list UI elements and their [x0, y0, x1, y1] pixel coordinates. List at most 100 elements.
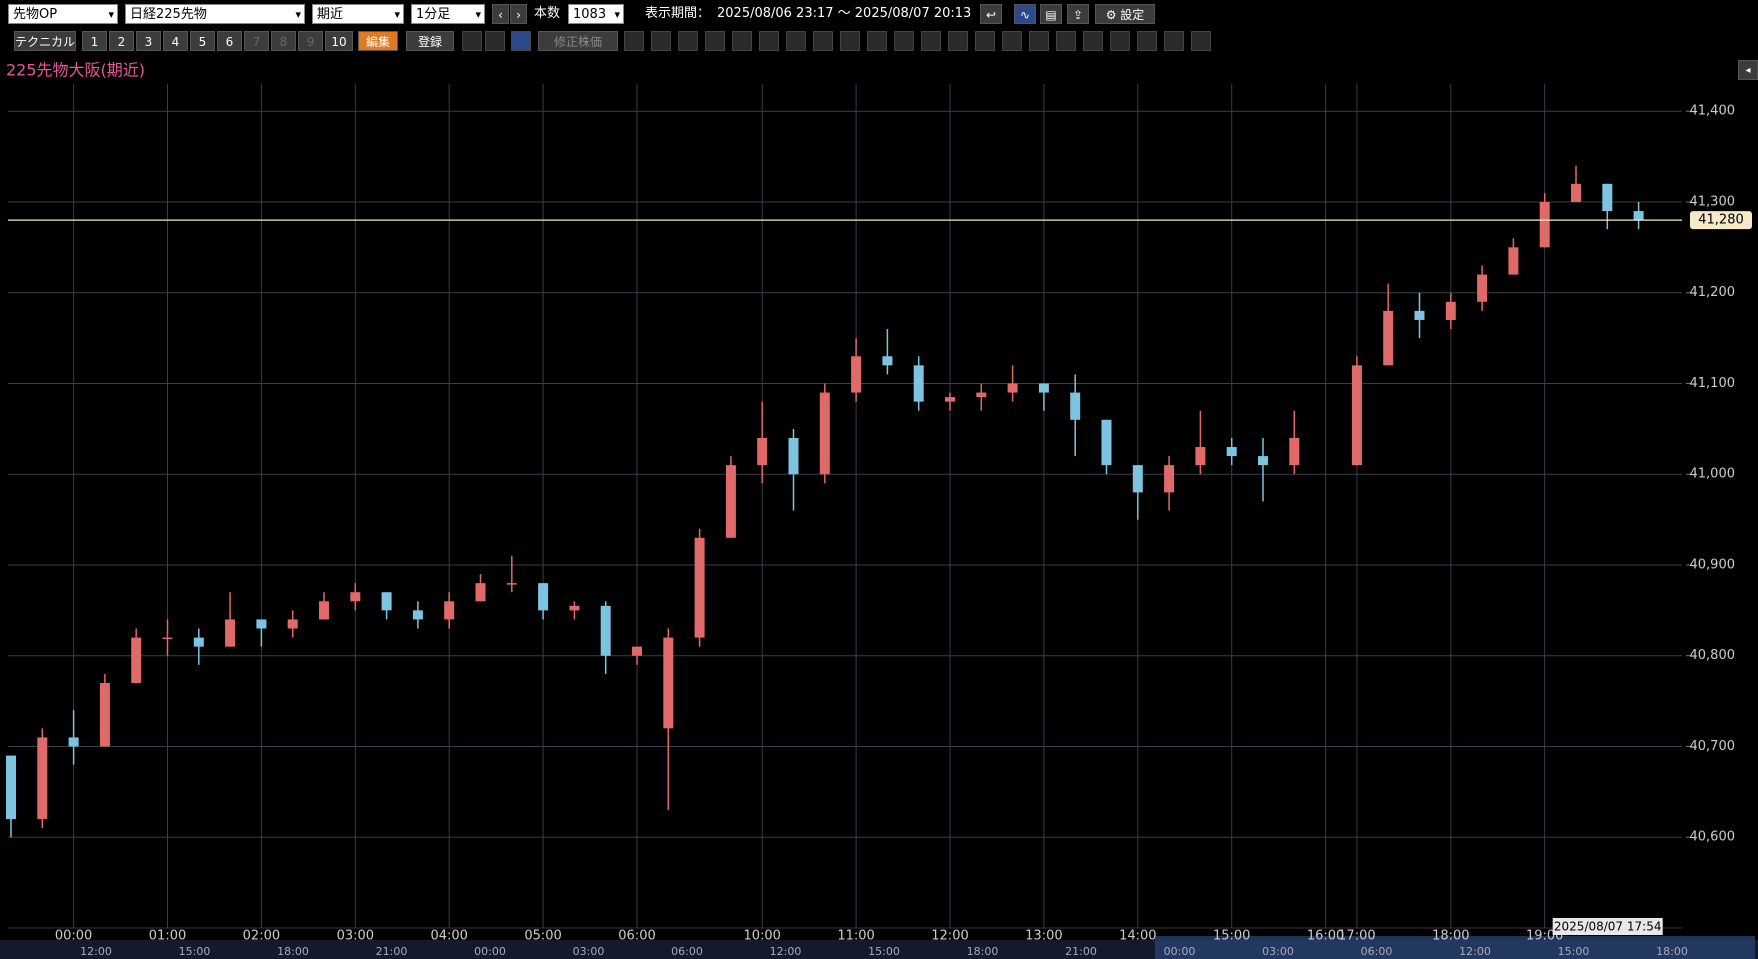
draw-tool[interactable] — [1056, 31, 1076, 51]
x-tick-label: 05:00 — [524, 929, 561, 944]
period: 2025/08/06 23:17 ～ 2025/08/07 20:13 — [717, 6, 972, 21]
candle-body — [1164, 465, 1175, 493]
preset-button[interactable]: 7 — [244, 31, 269, 51]
draw-tool[interactable] — [1029, 31, 1049, 51]
preset-button[interactable]: 1 — [82, 31, 107, 51]
bars-label: 本数 — [534, 6, 561, 21]
draw-tool[interactable] — [678, 31, 698, 51]
draw-tool[interactable] — [975, 31, 995, 51]
print-button[interactable]: ▤ — [1040, 4, 1062, 24]
draw-tool[interactable] — [1164, 31, 1184, 51]
navigator-label: 15:00 — [868, 945, 900, 958]
draw-tool[interactable] — [732, 31, 752, 51]
candle-body — [193, 637, 204, 647]
draw-tool[interactable] — [921, 31, 941, 51]
candle-body — [1226, 447, 1237, 457]
candle-body — [1477, 274, 1488, 302]
chart-mode-button[interactable]: ∿ — [1014, 4, 1036, 24]
candle-body — [350, 592, 361, 602]
candle-body — [99, 682, 110, 747]
candle-body — [725, 465, 736, 538]
last-price-label: 41,280 — [1698, 213, 1744, 228]
product-select[interactable]: 日経225先物 — [125, 4, 305, 25]
navigator-window[interactable] — [1155, 936, 1755, 959]
crosshair[interactable] — [511, 31, 531, 51]
zoom-out[interactable] — [485, 31, 505, 51]
preset-button[interactable]: 3 — [136, 31, 161, 51]
y-tick-label: 40,700 — [1690, 739, 1736, 754]
y-tick-label: 41,100 — [1690, 376, 1736, 391]
draw-tool[interactable] — [1083, 31, 1103, 51]
candle-body — [600, 605, 611, 656]
x-tick-label: 15:00 — [1213, 929, 1250, 944]
navigator-label: 06:00 — [1361, 945, 1393, 958]
undo-button[interactable]: ↩ — [980, 4, 1002, 24]
x-tick-label: 16:00 — [1307, 929, 1344, 944]
bars-input[interactable]: 1083 — [568, 4, 624, 25]
navigator-label: 15:00 — [1558, 945, 1590, 958]
navigator-label: 00:00 — [474, 945, 506, 958]
export-button[interactable]: ⇪ — [1067, 4, 1089, 24]
preset-button[interactable]: 8 — [271, 31, 296, 51]
candle-body — [1571, 183, 1581, 202]
navigator-label: 21:00 — [376, 945, 408, 958]
draw-tool[interactable] — [1110, 31, 1130, 51]
market-select[interactable]: 先物OP — [8, 4, 118, 25]
zoom-in[interactable] — [462, 31, 482, 51]
candle-body — [412, 610, 423, 620]
y-tick-label: 40,900 — [1690, 557, 1736, 572]
contract-select[interactable]: 期近 — [312, 4, 404, 25]
register-button[interactable]: 登録 — [406, 31, 454, 51]
preset-button[interactable]: 5 — [190, 31, 215, 51]
edit-button[interactable]: 編集 — [358, 31, 398, 51]
draw-tool[interactable] — [1137, 31, 1157, 51]
x-tick-label: 01:00 — [149, 929, 186, 944]
preset-button[interactable]: 10 — [325, 31, 353, 51]
draw-tool[interactable] — [705, 31, 725, 51]
candle-body — [1132, 465, 1143, 493]
candle-body — [757, 437, 768, 466]
settings-label: 設定 — [1120, 8, 1145, 22]
navigator-label: 03:00 — [1262, 945, 1294, 958]
draw-tool[interactable] — [894, 31, 914, 51]
candle-body — [945, 397, 955, 402]
candle-body — [1258, 456, 1268, 466]
preset-button[interactable]: 9 — [298, 31, 323, 51]
draw-tool[interactable] — [624, 31, 644, 51]
draw-tool[interactable] — [651, 31, 671, 51]
candle-body — [538, 583, 549, 611]
draw-tool[interactable] — [759, 31, 779, 51]
candle-body — [1070, 392, 1081, 420]
adjusted-price[interactable]: 修正株価 — [538, 31, 618, 51]
preset-button[interactable]: 2 — [109, 31, 134, 51]
candle-body — [506, 583, 517, 585]
candle-body — [1539, 201, 1550, 248]
draw-tool[interactable] — [948, 31, 968, 51]
settings-button[interactable]: ⚙ 設定 — [1095, 4, 1155, 24]
draw-tool[interactable] — [786, 31, 806, 51]
x-tick-label: 14:00 — [1119, 929, 1156, 944]
preset-button[interactable]: 4 — [163, 31, 188, 51]
y-tick-label: 40,600 — [1690, 830, 1736, 845]
draw-tool[interactable] — [1002, 31, 1022, 51]
draw-tool[interactable] — [813, 31, 833, 51]
cursor-time: 2025/08/07 17:54 — [1554, 920, 1662, 934]
navigator-label: 12:00 — [770, 945, 802, 958]
candle-body — [632, 646, 642, 656]
cursor-time-box — [1552, 918, 1663, 935]
interval-select[interactable]: 1分足 — [411, 4, 485, 25]
x-tick-label: 11:00 — [837, 929, 874, 944]
candle-body — [819, 392, 830, 475]
candle-body — [1038, 383, 1049, 393]
x-tick-label: 13:00 — [1025, 929, 1062, 944]
technical-button[interactable]: テクニカル — [14, 31, 76, 51]
draw-tool[interactable] — [1191, 31, 1211, 51]
candle-body — [976, 392, 987, 398]
preset-button[interactable]: 6 — [217, 31, 242, 51]
next-button[interactable]: › — [510, 4, 527, 24]
draw-tool[interactable] — [840, 31, 860, 51]
navigator-label: 18:00 — [277, 945, 309, 958]
prev-button[interactable]: ‹ — [492, 4, 509, 24]
draw-tool[interactable] — [867, 31, 887, 51]
